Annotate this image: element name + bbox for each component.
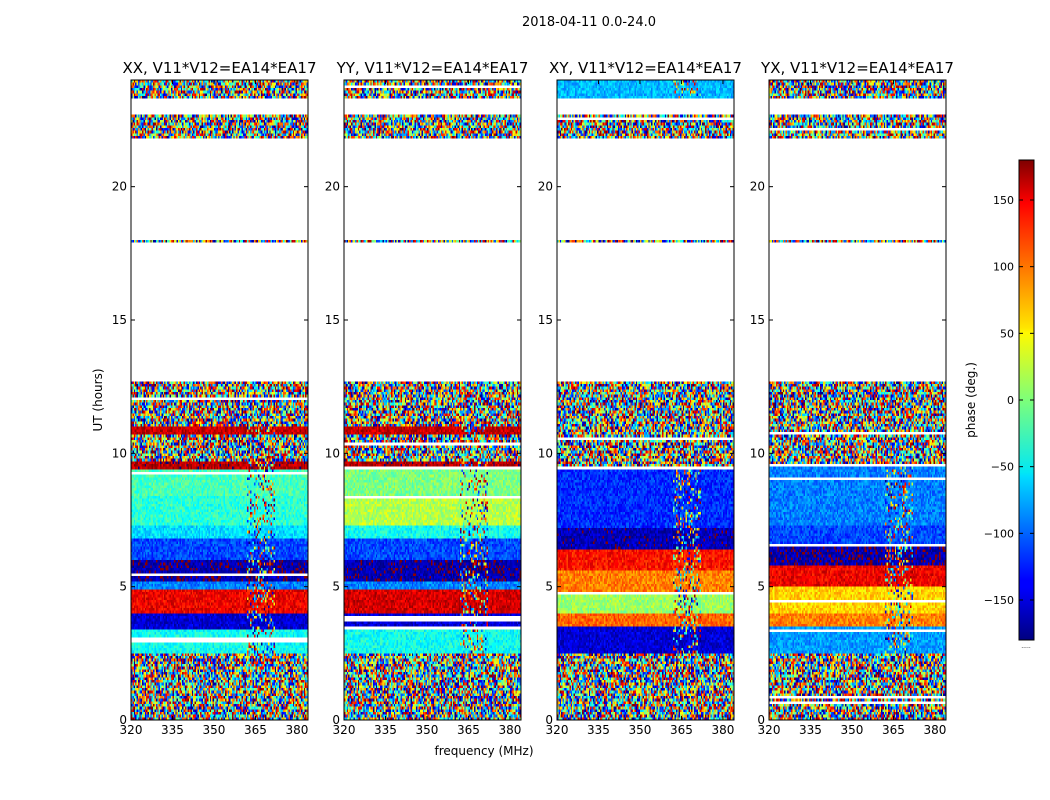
- y-tick-label: 10: [750, 446, 765, 460]
- x-tick-label: 365: [670, 723, 693, 737]
- x-tick-label: 365: [457, 723, 480, 737]
- x-tick-label: 380: [711, 723, 734, 737]
- y-tick-label: 5: [332, 580, 340, 594]
- x-axis-label: frequency (MHz): [434, 744, 533, 758]
- y-tick-label: 15: [112, 313, 127, 327]
- y-axis-label: UT (hours): [91, 368, 105, 431]
- y-tick-label: 10: [112, 446, 127, 460]
- x-tick-label: 365: [882, 723, 905, 737]
- y-tick-label: 20: [112, 180, 127, 194]
- y-tick-label: 15: [538, 313, 553, 327]
- panel-frame: [343, 79, 522, 721]
- y-tick-label: 0: [757, 713, 765, 727]
- x-tick-label: 320: [120, 723, 143, 737]
- y-tick-label: 15: [750, 313, 765, 327]
- panel-title: YX, V11*V12=EA14*EA17: [760, 59, 954, 77]
- x-tick-label: 320: [758, 723, 781, 737]
- y-tick-label: 5: [545, 580, 553, 594]
- colorbar: −150 −100 −50 0 50 100 150 phase (deg.) .....: [964, 159, 1035, 650]
- x-tick-label: 350: [629, 723, 652, 737]
- panel-title: YY, V11*V12=EA14*EA17: [336, 59, 529, 77]
- colorbar-extra-label: .....: [1021, 643, 1031, 650]
- panels: XX, V11*V12=EA14*EA17 320 335 350 365 380 0 5 10…: [112, 59, 954, 737]
- panel-frame: [768, 79, 947, 721]
- figure-suptitle: 2018-04-11 0.0-24.0: [522, 15, 656, 30]
- y-tick-label: 10: [325, 446, 340, 460]
- x-tick-label: 320: [546, 723, 569, 737]
- y-tick-label: 5: [757, 580, 765, 594]
- waterfall-xy: [557, 80, 734, 720]
- panel-yy: YY, V11*V12=EA14*EA17 320 335 350 365 380 0 5 10…: [325, 59, 529, 737]
- colorbar-tick-label: 100: [993, 261, 1014, 274]
- y-tick-label: 10: [538, 446, 553, 460]
- x-tick-label: 335: [374, 723, 397, 737]
- waterfall-yx: [769, 80, 946, 720]
- y-tick-label: 0: [545, 713, 553, 727]
- x-tick-label: 335: [799, 723, 822, 737]
- colorbar-tick-label: −150: [984, 594, 1014, 607]
- panel-title: XX, V11*V12=EA14*EA17: [122, 59, 316, 77]
- waterfall-xx: [131, 80, 308, 720]
- panel-frame: [130, 79, 309, 721]
- y-tick-label: 20: [538, 180, 553, 194]
- x-tick-label: 350: [841, 723, 864, 737]
- y-tick-label: 15: [325, 313, 340, 327]
- panel-xy: XY, V11*V12=EA14*EA17 320 335 350 365 380 0 5 10…: [538, 59, 742, 737]
- x-tick-label: 320: [333, 723, 356, 737]
- colorbar-label: phase (deg.): [964, 362, 978, 438]
- colorbar-ticks: −150 −100 −50 0 50 100 150: [984, 194, 1034, 607]
- panel-xx: XX, V11*V12=EA14*EA17 320 335 350 365 380 0 5 10…: [112, 59, 317, 737]
- x-tick-label: 380: [285, 723, 308, 737]
- y-tick-label: 20: [325, 180, 340, 194]
- colorbar-tick-label: 150: [993, 194, 1014, 207]
- colorbar-tick-label: −100: [984, 527, 1014, 540]
- waterfall-yy: [344, 80, 521, 720]
- colorbar-tick-label: 50: [1000, 327, 1014, 340]
- x-tick-label: 380: [498, 723, 521, 737]
- colorbar-tick-label: 0: [1007, 394, 1014, 407]
- x-tick-label: 335: [587, 723, 610, 737]
- x-tick-label: 380: [923, 723, 946, 737]
- y-tick-label: 20: [750, 180, 765, 194]
- x-tick-label: 350: [203, 723, 226, 737]
- x-tick-label: 350: [416, 723, 439, 737]
- panel-frame: [556, 79, 735, 721]
- y-tick-label: 0: [332, 713, 340, 727]
- x-tick-label: 365: [244, 723, 267, 737]
- panel-yx: YX, V11*V12=EA14*EA17 320 335 350 365 380 0 5 10…: [750, 59, 954, 737]
- x-tick-label: 335: [161, 723, 184, 737]
- colorbar-tick-label: −50: [991, 461, 1014, 474]
- y-tick-label: 0: [119, 713, 127, 727]
- panel-title: XY, V11*V12=EA14*EA17: [549, 59, 742, 77]
- y-tick-label: 5: [119, 580, 127, 594]
